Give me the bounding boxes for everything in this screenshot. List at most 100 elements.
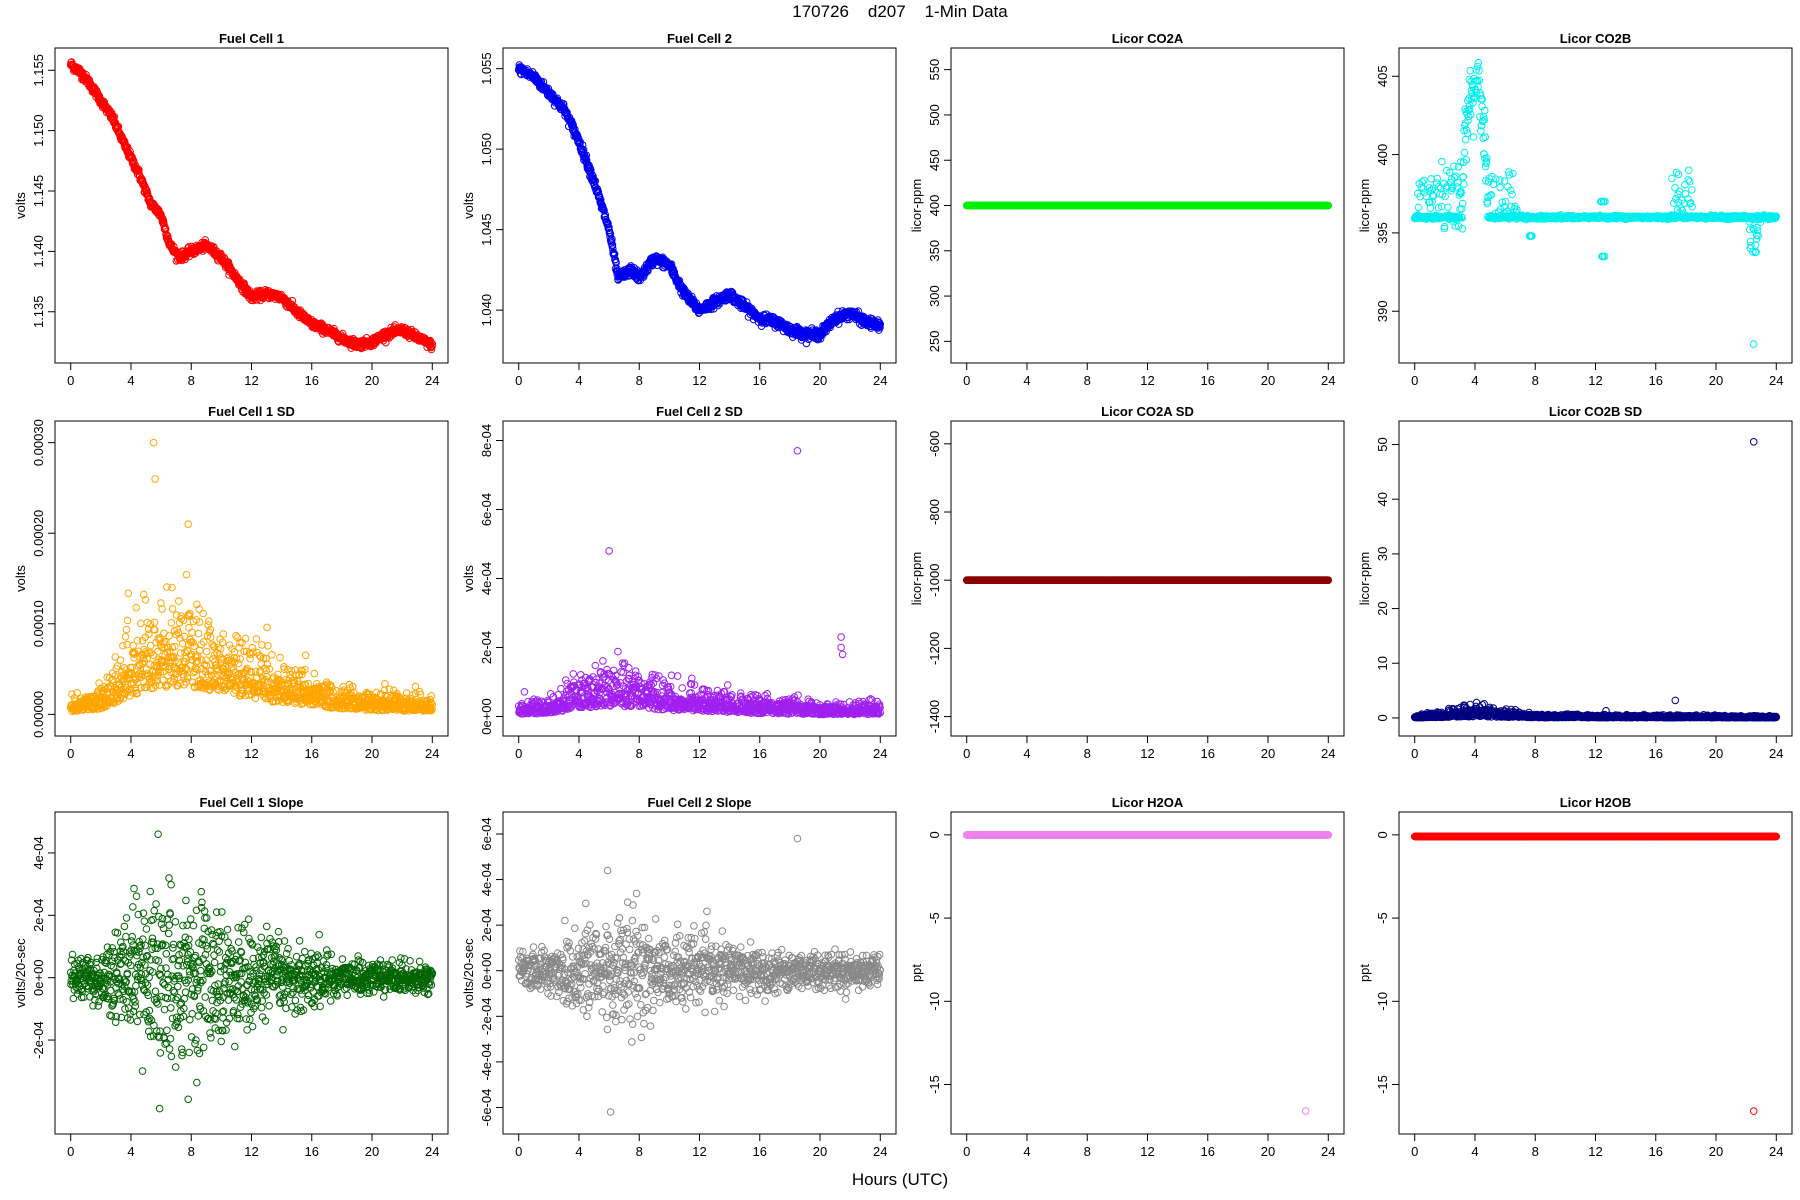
data-point [1459, 173, 1468, 181]
data-point [1685, 166, 1693, 175]
x-tick-label: 16 [753, 373, 767, 388]
x-tick-label: 24 [873, 373, 887, 388]
y-tick-label: 1.135 [31, 295, 46, 328]
y-tick-label: 300 [927, 285, 942, 307]
y-tick-label: 0.00000 [31, 691, 46, 738]
data-point [1454, 178, 1462, 187]
y-tick-label: 395 [1375, 222, 1390, 244]
data-point [1496, 183, 1504, 192]
plot-frame [1398, 47, 1793, 364]
data-point [109, 113, 118, 122]
y-tick-label: 1.050 [479, 133, 494, 166]
x-tick-label: 8 [188, 373, 195, 388]
x-tick-label: 20 [1709, 373, 1723, 388]
x-tick-label: 12 [244, 373, 258, 388]
plot-fc1: Fuel Cell 10 4 8 12 16 20 241.1351.1401.1451.1… [13, 31, 449, 388]
plot-fc2: Fuel Cell 20 4 8 12 16 20 241.0401.0451.0501.0… [461, 31, 897, 388]
plot-title: Licor CO2B [1560, 31, 1632, 46]
x-tick-label: 12 [1140, 373, 1154, 388]
x-tick-label: 0 [515, 373, 522, 388]
plot-fc1sd: Fuel Cell 1 SD0 4 8 12 16 20 240.000000.000100… [13, 404, 449, 761]
data-point [1438, 157, 1446, 166]
data-point [159, 216, 168, 225]
data-point [1444, 203, 1452, 211]
x-tick-label: 12 [692, 373, 706, 388]
x-tick-label: 20 [365, 746, 379, 761]
x-tick-label: 4 [575, 373, 582, 388]
y-tick-label: 0.00010 [31, 600, 46, 647]
x-tick-label: 8 [1532, 373, 1539, 388]
y-tick-label: 450 [927, 149, 942, 171]
data-point [1460, 180, 1468, 188]
x-tick-label: 16 [1201, 373, 1215, 388]
data-point [1433, 174, 1442, 183]
y-tick-label: 1.040 [479, 294, 494, 327]
x-tick-label: 8 [1084, 373, 1091, 388]
x-tick-label: 20 [365, 373, 379, 388]
x-tick-label: 4 [1023, 373, 1030, 388]
plot-title: Fuel Cell 1 SD [208, 404, 295, 419]
data-points [66, 58, 437, 354]
x-tick-label: 8 [636, 373, 643, 388]
data-point [123, 143, 132, 151]
x-tick-label: 4 [1471, 373, 1478, 388]
x-tick-label: 20 [813, 373, 827, 388]
y-tick-label: 0.00020 [31, 510, 46, 557]
x-tick-label: 4 [127, 746, 134, 761]
y-tick-label: 1.155 [31, 54, 46, 87]
y-tick-label: 405 [1375, 65, 1390, 87]
data-point [1469, 133, 1478, 141]
data-point [1460, 148, 1469, 157]
plot-title: Fuel Cell 1 [219, 31, 284, 46]
y-tick-label: 0.00030 [31, 419, 46, 466]
y-tick-label: 1.055 [479, 52, 494, 85]
y-axis-label: volts [13, 192, 28, 219]
plot-title: Fuel Cell 2 [667, 31, 732, 46]
x-tick-label: 24 [425, 373, 439, 388]
data-point [1668, 174, 1676, 183]
data-point [161, 225, 170, 233]
y-axis-label: licor-ppm [909, 179, 924, 232]
y-tick-label: 400 [927, 195, 942, 217]
x-tick-label: 24 [425, 746, 439, 761]
data-point [1681, 180, 1689, 189]
x-tick-label: 24 [1321, 373, 1335, 388]
y-tick-label: 400 [1375, 144, 1390, 166]
x-tick-label: 0 [67, 373, 74, 388]
x-tick-label: 8 [188, 746, 195, 761]
x-tick-label: 0 [67, 746, 74, 761]
x-tick-label: 0 [963, 373, 970, 388]
y-axis-label: volts [13, 565, 28, 592]
y-tick-label: 250 [927, 330, 942, 352]
data-point [1461, 135, 1470, 144]
x-tick-label: 16 [305, 746, 319, 761]
x-tick-label: 0 [1411, 373, 1418, 388]
data-point [1474, 58, 1483, 67]
data-point [1508, 190, 1516, 199]
data-point [1685, 177, 1694, 186]
data-point [1427, 175, 1435, 183]
x-tick-label: 16 [1649, 373, 1663, 388]
y-tick-label: 550 [927, 59, 942, 81]
x-tick-label: 12 [1588, 373, 1602, 388]
data-point [1481, 133, 1490, 141]
plot-frame [54, 47, 449, 364]
data-point [1684, 176, 1692, 184]
data-points [514, 61, 885, 348]
y-tick-label: 1.140 [31, 235, 46, 268]
plot-title: Licor CO2A [1112, 31, 1184, 46]
data-point [1671, 184, 1679, 192]
y-axis-label: volts [461, 192, 476, 219]
data-points [1410, 58, 1781, 348]
data-point [1420, 176, 1428, 185]
x-tick-label: 24 [1769, 373, 1783, 388]
data-point [1688, 186, 1696, 194]
y-tick-label: 350 [927, 240, 942, 262]
y-tick-label: 1.150 [31, 114, 46, 147]
x-tick-label: 4 [127, 373, 134, 388]
x-tick-label: 20 [1261, 373, 1275, 388]
x-tick-label: 16 [305, 373, 319, 388]
